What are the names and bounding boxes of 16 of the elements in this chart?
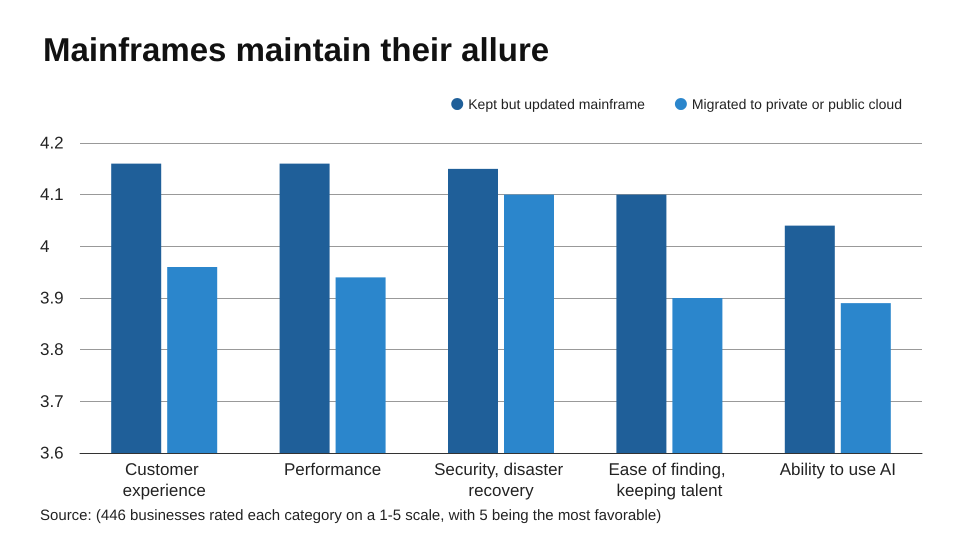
source-note: Source: (446 businesses rated each category on a 1-5 scale, with 5 being the most favorable) xyxy=(40,507,662,524)
y-tick-label: 4.2 xyxy=(40,134,64,152)
y-tick-label: 3.9 xyxy=(40,288,64,308)
chart-title: Mainframes maintain their allure xyxy=(43,31,550,68)
y-tick-label: 3.8 xyxy=(40,340,64,360)
x-tick-label: Customer experience xyxy=(122,460,206,500)
y-tick-label: 4.1 xyxy=(40,185,64,204)
y-tick-label: 4 xyxy=(40,236,50,256)
y-tick-label: 3.6 xyxy=(40,444,64,462)
y-tick-label: 3.7 xyxy=(40,392,64,411)
x-tick-label: Security, disaster recovery xyxy=(434,460,568,500)
x-tick-label: Ability to use AI xyxy=(780,460,896,479)
x-tick-label: Ease of finding, keeping talent xyxy=(608,460,730,500)
legend-label: Migrated to private or public cloud xyxy=(692,96,902,112)
legend-label: Kept but updated mainframe xyxy=(468,96,646,112)
x-tick-label: Performance xyxy=(284,460,382,479)
